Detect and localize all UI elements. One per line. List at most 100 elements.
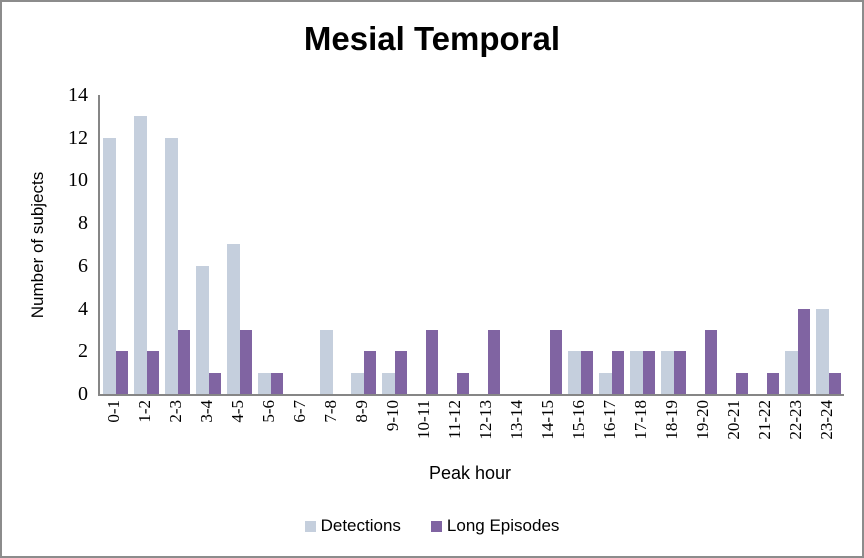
- long-episodes-bar: [736, 373, 748, 394]
- x-tick-cell: 15-16: [563, 400, 594, 462]
- x-tick-label: 5-6: [259, 400, 278, 423]
- x-tick-cell: 22-23: [780, 400, 811, 462]
- bar-group-17-18: [627, 95, 658, 394]
- x-tick-cell: 17-18: [625, 400, 656, 462]
- bar-group-11-12: [441, 95, 472, 394]
- long-episodes-bar: [798, 309, 810, 394]
- chart-title: Mesial Temporal: [303, 20, 561, 57]
- long-episodes-bar: [364, 351, 376, 394]
- bar-group-18-19: [658, 95, 689, 394]
- bar-group-0-1: [100, 95, 131, 394]
- long-episodes-bar: [147, 351, 159, 394]
- x-tick-cell: 1-2: [129, 400, 160, 462]
- long-episodes-bar: [829, 373, 841, 394]
- x-tick-label: 22-23: [786, 400, 805, 440]
- x-tick-cell: 21-22: [749, 400, 780, 462]
- bar-group-12-13: [472, 95, 503, 394]
- x-tick-label: 6-7: [290, 400, 309, 423]
- bar-group-9-10: [379, 95, 410, 394]
- long-episodes-bar: [209, 373, 221, 394]
- x-tick-label: 15-16: [569, 400, 588, 440]
- bar-group-3-4: [193, 95, 224, 394]
- bar-group-6-7: [286, 95, 317, 394]
- long-episodes-bar: [612, 351, 624, 394]
- bar-group-21-22: [751, 95, 782, 394]
- x-tick-cell: 14-15: [532, 400, 563, 462]
- bar-group-5-6: [255, 95, 286, 394]
- x-tick-label: 16-17: [600, 400, 619, 440]
- detections-bar: [785, 351, 798, 394]
- x-tick-label: 13-14: [507, 400, 526, 440]
- x-tick-label: 7-8: [321, 400, 340, 423]
- x-axis-tick-labels: 0-1 1-2 2-3 3-4 4-5 5-6 6-7 7-8 8-9 9-10 10-11 11-1…: [98, 400, 842, 462]
- x-tick-label: 23-24: [817, 400, 836, 440]
- x-tick-cell: 9-10: [377, 400, 408, 462]
- x-tick-cell: 6-7: [284, 400, 315, 462]
- x-tick-label: 20-21: [724, 400, 743, 440]
- detections-bar: [568, 351, 581, 394]
- x-tick-label: 9-10: [383, 400, 402, 432]
- long-episodes-bar: [767, 373, 779, 394]
- y-tick-label: 2: [78, 340, 88, 363]
- x-tick-label: 2-3: [166, 400, 185, 423]
- bar-group-20-21: [720, 95, 751, 394]
- long-episodes-bar: [581, 351, 593, 394]
- y-tick-label: 14: [68, 84, 88, 106]
- bar-group-23-24: [813, 95, 844, 394]
- x-tick-label: 19-20: [693, 400, 712, 440]
- detections-bar: [165, 138, 178, 394]
- x-tick-cell: 16-17: [594, 400, 625, 462]
- x-tick-label: 10-11: [414, 400, 433, 440]
- detections-bar: [196, 266, 209, 394]
- long-episodes-bar: [240, 330, 252, 394]
- detections-bar: [134, 116, 147, 394]
- x-tick-cell: 7-8: [315, 400, 346, 462]
- x-tick-cell: 0-1: [98, 400, 129, 462]
- x-tick-cell: 3-4: [191, 400, 222, 462]
- detections-bar: [816, 309, 829, 394]
- bar-group-7-8: [317, 95, 348, 394]
- long-episodes-bar: [116, 351, 128, 394]
- y-tick-label: 8: [78, 212, 88, 235]
- bar-group-14-15: [534, 95, 565, 394]
- bar-group-16-17: [596, 95, 627, 394]
- y-tick-label: 4: [78, 297, 88, 320]
- detections-bar: [661, 351, 674, 394]
- detections-bar: [599, 373, 612, 394]
- bar-group-8-9: [348, 95, 379, 394]
- detections-bar: [320, 330, 333, 394]
- legend-label: Long Episodes: [446, 516, 560, 535]
- y-tick-label: 6: [78, 254, 88, 277]
- legend-item-detections: Detections: [304, 516, 401, 536]
- x-tick-cell: 18-19: [656, 400, 687, 462]
- x-tick-label: 18-19: [662, 400, 681, 440]
- x-tick-label: 17-18: [631, 400, 650, 440]
- x-tick-label: 21-22: [755, 400, 774, 440]
- x-tick-label: 14-15: [538, 400, 557, 440]
- x-axis-title: Peak hour: [428, 463, 512, 483]
- long-episodes-bar: [271, 373, 283, 394]
- detections-bar: [103, 138, 116, 394]
- long-episodes-bar: [426, 330, 438, 394]
- x-tick-cell: 2-3: [160, 400, 191, 462]
- bar-group-15-16: [565, 95, 596, 394]
- y-tick-label: 10: [68, 169, 88, 192]
- x-tick-label: 11-12: [445, 400, 464, 440]
- detections-bar: [258, 373, 271, 394]
- long-episodes-bar: [705, 330, 717, 394]
- bar-group-4-5: [224, 95, 255, 394]
- bar-group-22-23: [782, 95, 813, 394]
- x-tick-cell: 10-11: [408, 400, 439, 462]
- x-tick-cell: 4-5: [222, 400, 253, 462]
- bar-group-19-20: [689, 95, 720, 394]
- long-episodes-bar: [178, 330, 190, 394]
- x-tick-cell: 5-6: [253, 400, 284, 462]
- bar-group-10-11: [410, 95, 441, 394]
- legend-item-long-episodes: Long Episodes: [430, 516, 560, 536]
- bar-group-2-3: [162, 95, 193, 394]
- x-tick-label: 4-5: [228, 400, 247, 423]
- detections-bar: [382, 373, 395, 394]
- detections-bar: [351, 373, 364, 394]
- long-episodes-bar: [643, 351, 655, 394]
- x-tick-cell: 23-24: [811, 400, 842, 462]
